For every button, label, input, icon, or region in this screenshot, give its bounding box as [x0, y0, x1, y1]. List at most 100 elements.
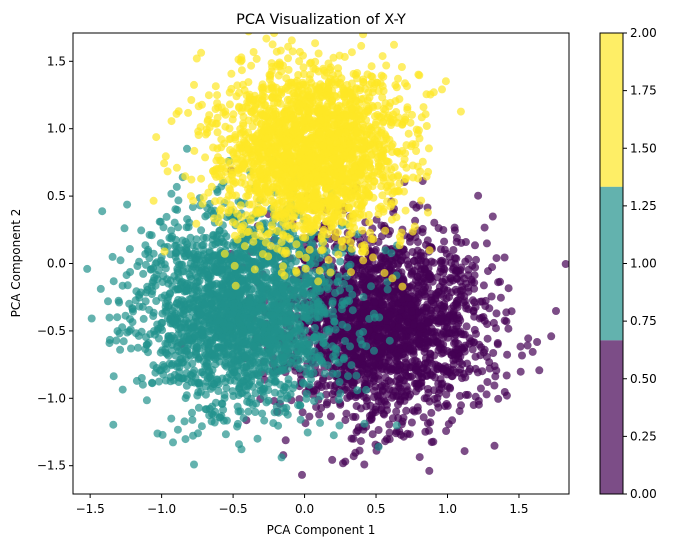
data-point	[116, 345, 125, 354]
data-point	[223, 337, 232, 346]
data-point	[319, 339, 328, 348]
data-point	[264, 354, 273, 363]
data-point	[328, 342, 337, 351]
data-point	[265, 344, 274, 353]
data-point	[463, 390, 472, 399]
data-point	[457, 401, 465, 410]
data-point	[470, 271, 479, 280]
data-point	[358, 226, 367, 235]
data-point	[83, 264, 92, 273]
data-point	[189, 431, 197, 440]
data-point	[127, 344, 135, 353]
data-point	[303, 428, 312, 437]
data-point	[404, 293, 412, 302]
data-point	[196, 310, 205, 318]
data-point	[368, 430, 377, 439]
data-point	[482, 352, 491, 361]
data-point	[349, 334, 358, 343]
data-point	[369, 253, 377, 262]
data-point	[335, 421, 344, 430]
data-point	[459, 369, 468, 378]
data-point	[252, 276, 261, 285]
data-point	[158, 346, 167, 355]
data-point	[502, 391, 511, 400]
data-point	[221, 430, 230, 439]
data-point	[482, 390, 491, 399]
data-point	[447, 372, 456, 381]
data-point	[205, 274, 214, 283]
data-point	[376, 252, 385, 261]
data-point	[282, 340, 291, 349]
data-point	[375, 354, 384, 362]
data-point	[401, 206, 410, 215]
data-point	[201, 16, 209, 24]
data-point	[296, 300, 305, 309]
data-point	[535, 366, 544, 375]
data-point	[494, 394, 503, 403]
data-point	[349, 412, 358, 421]
data-point	[305, 369, 314, 378]
data-point	[270, 378, 279, 387]
data-point	[174, 196, 183, 205]
data-point	[492, 324, 500, 333]
data-point	[115, 329, 124, 338]
data-point	[312, 403, 321, 411]
data-point	[208, 241, 217, 250]
data-point	[87, 314, 96, 323]
data-point	[166, 290, 174, 298]
data-point	[561, 260, 569, 268]
data-point	[424, 318, 433, 327]
data-point	[336, 389, 345, 398]
data-point	[516, 342, 525, 351]
data-point	[171, 205, 180, 214]
data-point	[240, 382, 249, 391]
data-point	[146, 265, 155, 274]
data-point	[122, 271, 131, 280]
data-point	[443, 333, 452, 342]
data-point	[168, 360, 177, 368]
data-point	[237, 345, 246, 354]
data-point	[417, 308, 426, 317]
data-point	[402, 406, 411, 415]
data-point	[172, 182, 181, 191]
data-point	[462, 322, 471, 331]
data-point	[151, 281, 160, 290]
data-point	[470, 325, 479, 334]
data-point	[462, 279, 470, 288]
data-point	[467, 337, 476, 346]
data-point	[108, 252, 117, 261]
chart-title: PCA Visualization of X-Y	[236, 12, 406, 28]
data-point	[309, 387, 318, 396]
data-point	[277, 453, 286, 462]
data-point	[257, 283, 266, 292]
data-point	[367, 282, 375, 291]
data-point	[161, 307, 170, 316]
data-point	[348, 306, 357, 315]
data-point	[358, 364, 367, 373]
data-point	[502, 371, 511, 380]
data-point	[407, 307, 416, 316]
data-point	[253, 333, 262, 342]
data-point	[213, 128, 222, 137]
data-point	[139, 269, 148, 278]
data-point	[184, 223, 193, 232]
data-point	[483, 320, 492, 329]
data-point	[113, 313, 122, 322]
data-point	[490, 381, 499, 390]
data-point	[252, 399, 261, 408]
data-point	[496, 293, 505, 302]
data-point	[282, 403, 291, 412]
data-point	[469, 401, 478, 409]
data-point	[132, 329, 140, 338]
data-point	[180, 417, 189, 426]
data-point	[194, 256, 203, 264]
data-point	[460, 447, 469, 456]
data-point	[190, 322, 199, 331]
data-point	[416, 322, 425, 331]
data-point	[446, 384, 455, 393]
data-point	[523, 341, 532, 350]
data-point	[362, 342, 371, 351]
data-point	[223, 299, 232, 308]
data-point	[96, 284, 105, 293]
data-point	[145, 305, 154, 314]
